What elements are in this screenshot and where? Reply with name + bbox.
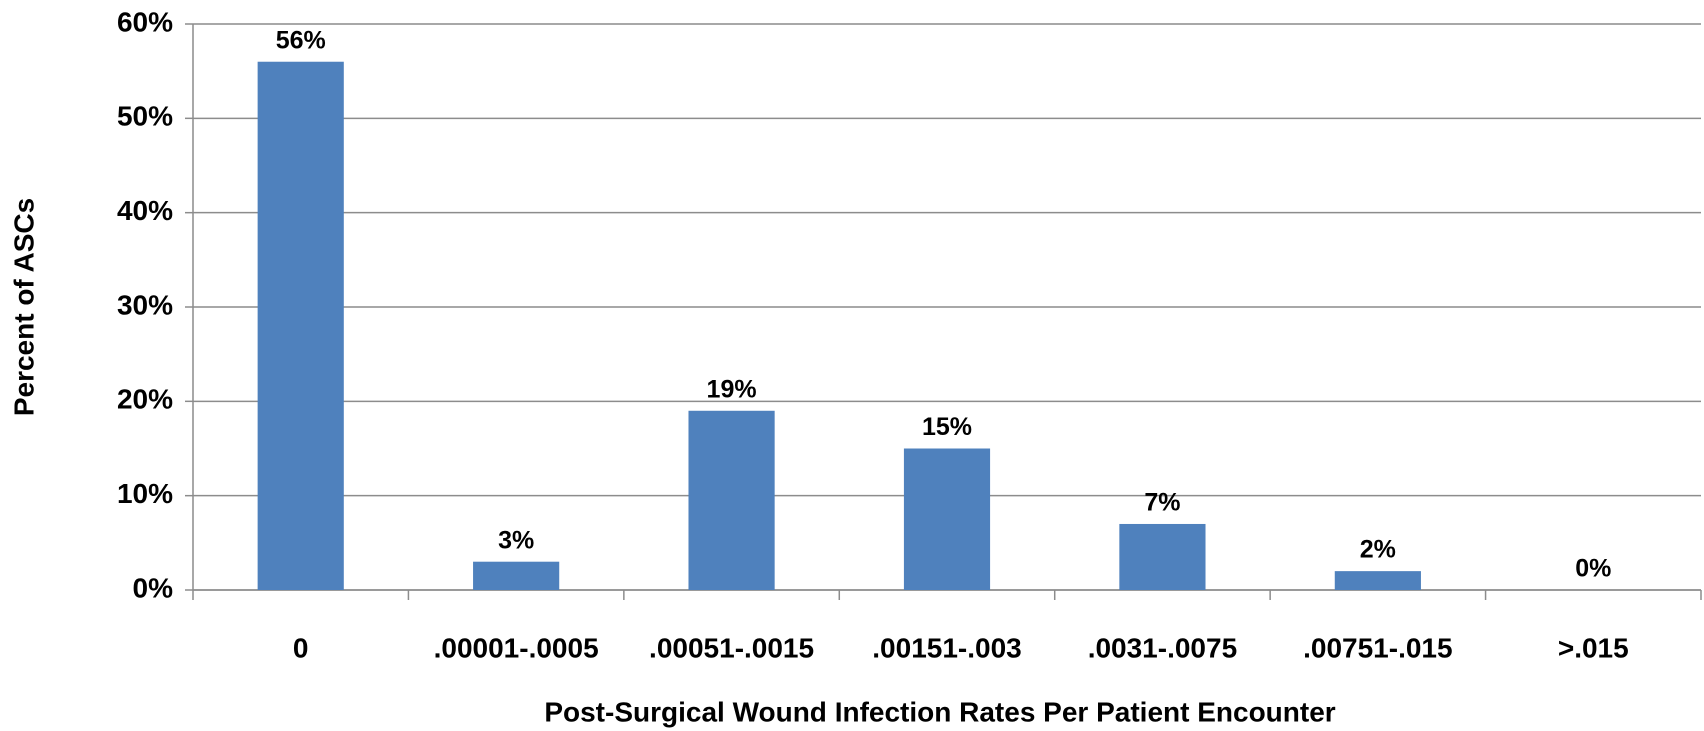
data-label: 3% [498,526,534,554]
y-tick-label: 60% [117,6,173,37]
y-tick-label: 10% [117,478,173,509]
bar [257,61,344,590]
data-label: 15% [922,413,972,441]
x-tick-label: .0031-.0075 [1088,632,1237,663]
x-tick-label: >.015 [1558,632,1629,663]
bar [688,410,775,590]
y-tick-label: 30% [117,289,173,320]
x-tick-label: .00001-.0005 [434,632,599,663]
bar [1334,571,1421,590]
y-tick-label: 0% [133,572,174,603]
y-tick-label: 40% [117,195,173,226]
data-label: 7% [1144,489,1180,517]
y-tick-label: 20% [117,384,173,415]
y-axis-title: Percent of ASCs [8,198,39,416]
x-tick-label: .00051-.0015 [649,632,814,663]
x-tick-label: .00751-.015 [1303,632,1452,663]
y-tick-label: 50% [117,101,173,132]
x-tick-label: .00151-.003 [872,632,1021,663]
bar [903,448,991,590]
data-label: 19% [707,375,757,403]
data-label: 2% [1360,536,1396,564]
x-tick-label: 0 [293,632,309,663]
data-label: 56% [276,26,326,54]
data-label: 0% [1575,555,1611,583]
x-axis-title: Post-Surgical Wound Infection Rates Per … [544,696,1335,727]
bar [1119,523,1206,590]
bar [473,561,560,590]
